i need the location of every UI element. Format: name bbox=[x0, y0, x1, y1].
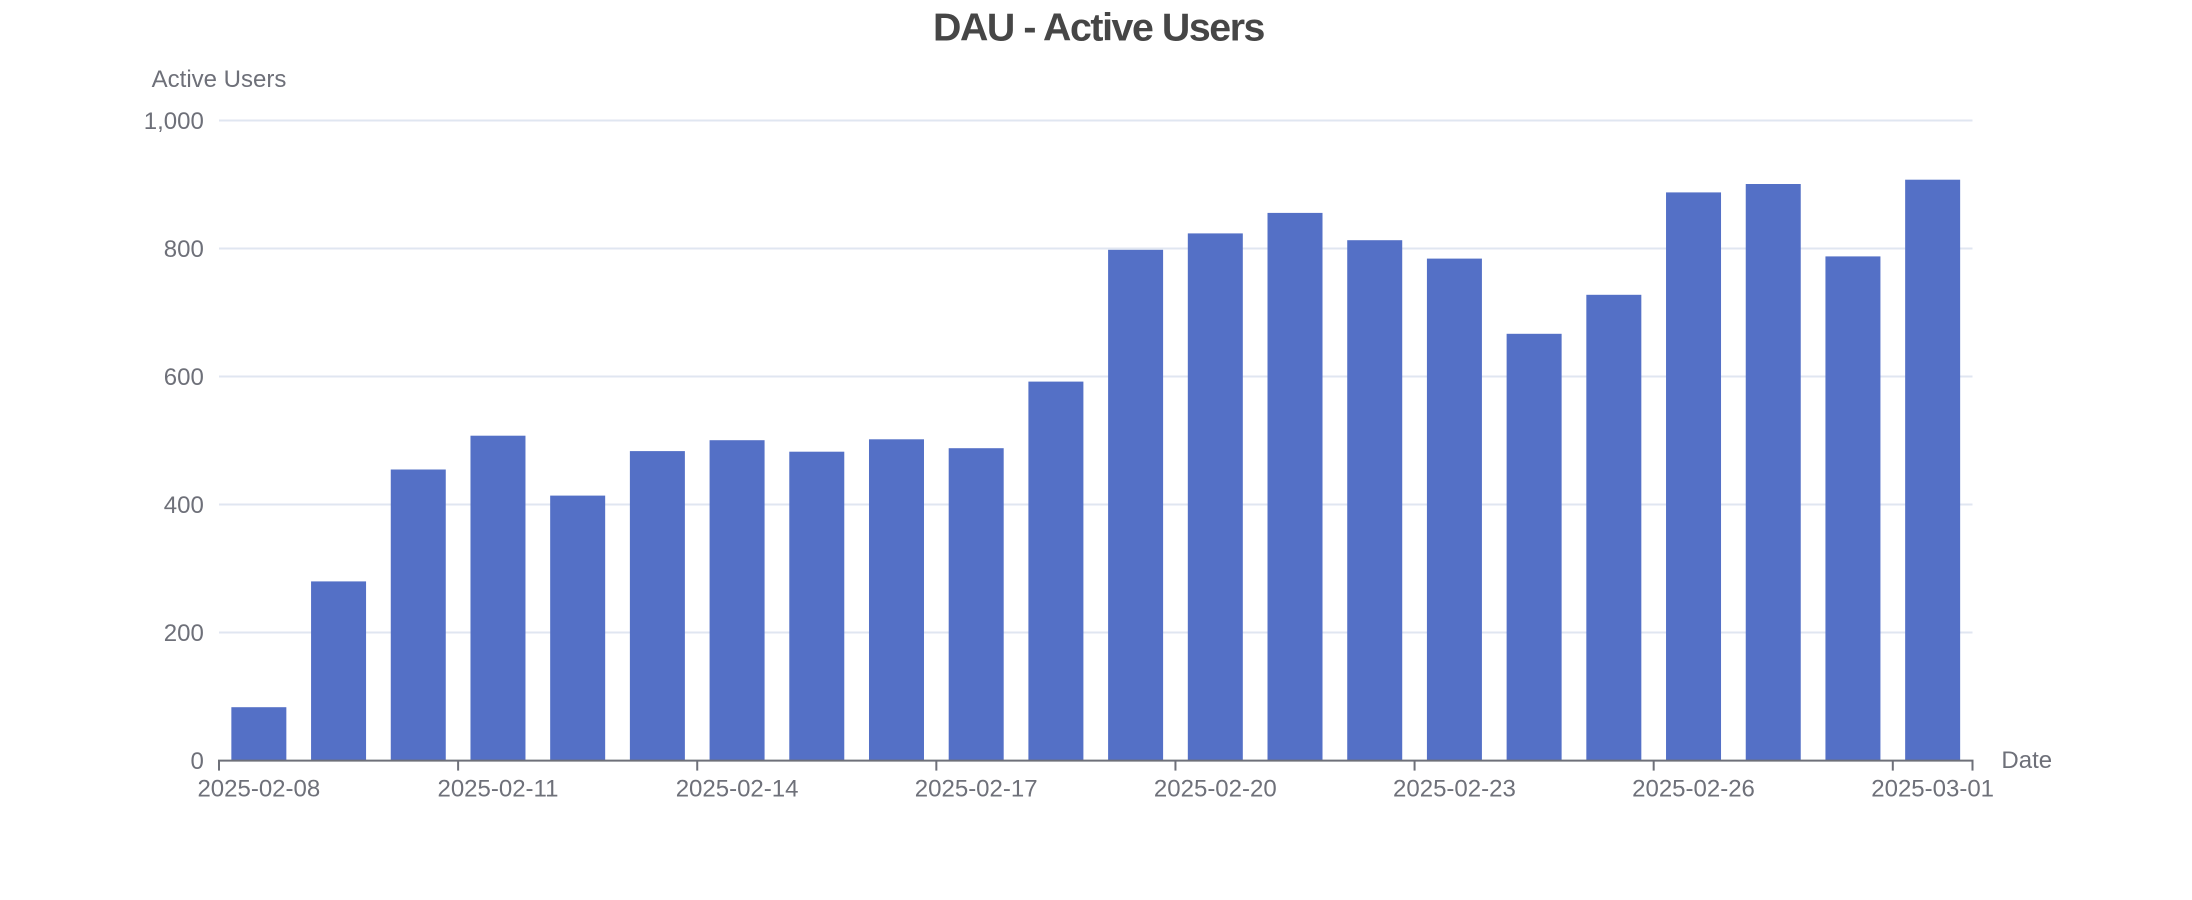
svg-text:2025-02-23: 2025-02-23 bbox=[1393, 775, 1516, 802]
svg-text:2025-02-08: 2025-02-08 bbox=[197, 775, 320, 802]
svg-text:DAU - Active Users: DAU - Active Users bbox=[933, 6, 1265, 50]
svg-text:2025-02-17: 2025-02-17 bbox=[915, 775, 1038, 802]
svg-text:2025-02-26: 2025-02-26 bbox=[1632, 775, 1755, 802]
svg-text:2025-02-20: 2025-02-20 bbox=[1154, 775, 1277, 802]
svg-text:200: 200 bbox=[164, 620, 204, 647]
svg-text:2025-02-14: 2025-02-14 bbox=[676, 775, 799, 802]
svg-text:1,000: 1,000 bbox=[144, 108, 204, 135]
svg-text:600: 600 bbox=[164, 364, 204, 391]
svg-text:400: 400 bbox=[164, 492, 204, 519]
svg-text:Active Users: Active Users bbox=[152, 66, 287, 93]
svg-text:2025-02-11: 2025-02-11 bbox=[437, 775, 558, 802]
svg-text:0: 0 bbox=[190, 748, 203, 775]
svg-text:Date: Date bbox=[2001, 747, 2052, 774]
svg-text:2025-03-01: 2025-03-01 bbox=[1871, 775, 1994, 802]
svg-text:800: 800 bbox=[164, 236, 204, 263]
